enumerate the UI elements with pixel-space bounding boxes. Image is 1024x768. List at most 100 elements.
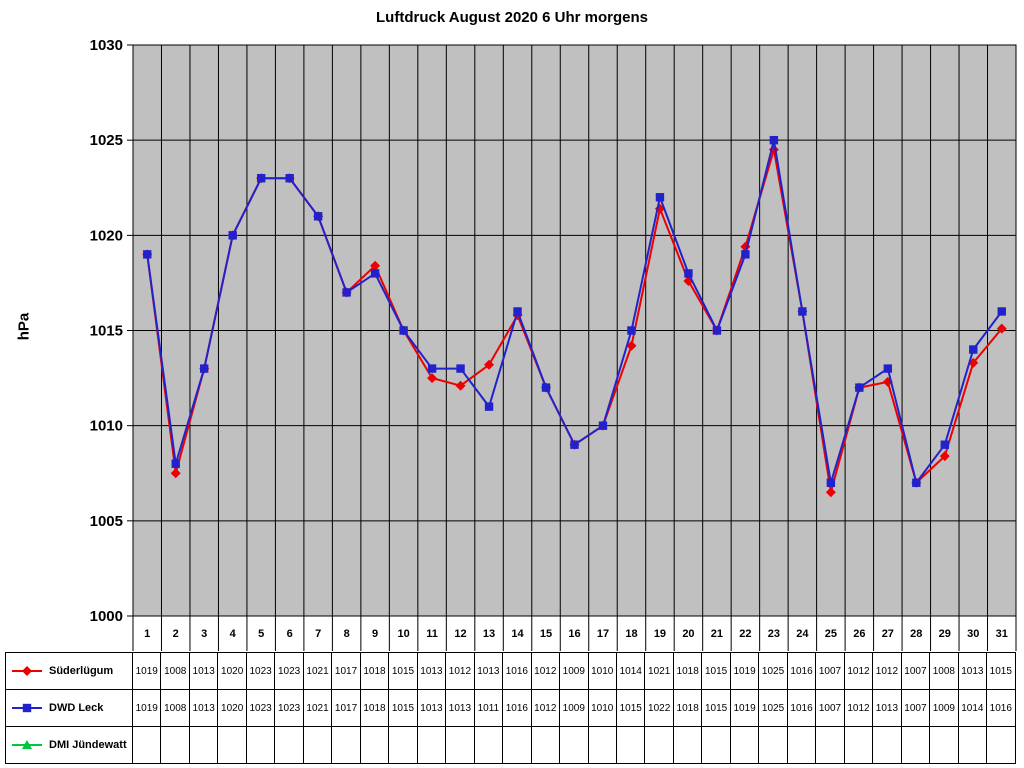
table-cell: 1016 — [502, 652, 532, 690]
table-cell — [245, 726, 276, 764]
x-tick-label: 13 — [483, 628, 495, 640]
x-tick-label: 7 — [315, 628, 321, 640]
y-tick-label: 1000 — [90, 608, 123, 625]
x-tick-label: 21 — [711, 628, 723, 640]
legend-cell: DWD Leck — [5, 689, 133, 727]
table-cell — [502, 726, 532, 764]
table-cell — [957, 726, 988, 764]
table-cell — [473, 726, 504, 764]
table-cell: 1020 — [217, 689, 247, 727]
square-marker-icon — [370, 269, 380, 278]
square-marker-icon — [399, 326, 408, 335]
x-tick-label: 3 — [201, 628, 207, 640]
x-tick-label: 8 — [344, 628, 350, 640]
square-marker-icon — [969, 345, 978, 354]
series-name: DWD Leck — [49, 702, 104, 714]
table-cell — [786, 726, 817, 764]
table-cell — [644, 726, 674, 764]
x-tick-label: 17 — [597, 628, 609, 640]
table-cell — [274, 726, 304, 764]
table-cell: 1013 — [188, 689, 219, 727]
x-tick-label: 14 — [511, 628, 524, 640]
square-marker-icon — [313, 212, 323, 221]
y-tick-label: 1015 — [90, 323, 123, 340]
table-cell: 1009 — [559, 689, 589, 727]
series-name: Süderlügum — [49, 665, 114, 677]
diamond-legend-key-icon — [12, 666, 42, 676]
plot-border — [132, 44, 1017, 617]
x-tick-label: 4 — [230, 628, 237, 640]
square-marker-icon — [655, 193, 665, 202]
table-cell: 1018 — [672, 652, 703, 690]
table-cell: 1019 — [729, 652, 760, 690]
table-cell: 1013 — [473, 652, 504, 690]
table-cell: 1008 — [160, 652, 190, 690]
table-row: DMI Jündewatt — [5, 726, 1016, 764]
table-cell: 1012 — [530, 689, 561, 727]
table-cell: 1012 — [843, 652, 874, 690]
table-cell: 1009 — [929, 689, 959, 727]
table-cell: 1017 — [331, 689, 361, 727]
square-marker-icon — [855, 383, 864, 392]
table-cell — [302, 726, 333, 764]
x-tick-label: 16 — [568, 628, 580, 640]
diamond-marker-icon — [427, 373, 438, 384]
table-cell — [388, 726, 418, 764]
square-marker-icon — [285, 174, 294, 183]
square-marker-icon — [684, 269, 693, 278]
x-tick-label: 24 — [796, 628, 809, 640]
square-marker-icon — [513, 307, 522, 316]
triangle-marker-icon — [22, 740, 32, 749]
square-marker-icon — [627, 326, 636, 335]
table-cell: 1009 — [559, 652, 589, 690]
table-cell: 1016 — [786, 652, 817, 690]
table-cell — [188, 726, 219, 764]
x-tick-label: 15 — [540, 628, 552, 640]
table-cell: 1013 — [416, 652, 447, 690]
x-tick-label: 20 — [682, 628, 694, 640]
table-cell: 1023 — [245, 689, 276, 727]
table-cell: 1013 — [445, 689, 475, 727]
table-cell: 1018 — [359, 652, 390, 690]
table-cell: 1007 — [815, 652, 845, 690]
square-marker-icon — [570, 440, 579, 449]
table-cell: 1018 — [359, 689, 390, 727]
square-marker-icon — [940, 440, 949, 449]
table-cell: 1015 — [701, 652, 731, 690]
table-cell: 1019 — [131, 652, 162, 690]
square-marker-icon — [741, 250, 750, 259]
x-tick-label: 1 — [144, 628, 150, 640]
table-cell: 1023 — [274, 652, 304, 690]
x-tick-label: 9 — [372, 628, 378, 640]
table-cell — [131, 726, 162, 764]
square-marker-icon — [256, 174, 266, 183]
diamond-marker-icon — [996, 323, 1007, 334]
x-tick-label: 5 — [258, 628, 264, 640]
table-cell: 1019 — [729, 689, 760, 727]
table-cell — [815, 726, 845, 764]
table-cell — [843, 726, 874, 764]
x-tick-label: 27 — [882, 628, 894, 640]
table-cell: 1013 — [188, 652, 219, 690]
x-tick-label: 26 — [853, 628, 865, 640]
x-tick-label: 30 — [967, 628, 979, 640]
table-cell — [160, 726, 190, 764]
x-tick-label: 28 — [910, 628, 922, 640]
square-marker-icon — [798, 307, 807, 316]
table-cell: 1022 — [644, 689, 674, 727]
table-row: Süderlügum 1019 1008 1013 1020 1023 1023 1021 10… — [5, 652, 1016, 690]
square-marker-icon — [171, 459, 180, 468]
x-tick-label: 11 — [426, 628, 438, 640]
table-cell: 1012 — [843, 689, 874, 727]
y-tick-label: 1030 — [90, 37, 123, 54]
table-cell: 1013 — [957, 652, 988, 690]
square-marker-icon — [541, 383, 551, 392]
square-marker-icon — [769, 135, 779, 145]
table-cell: 1007 — [900, 652, 931, 690]
table-cell — [758, 726, 788, 764]
table-cell: 1014 — [957, 689, 988, 727]
table-cell: 1012 — [445, 652, 475, 690]
table-cell — [416, 726, 447, 764]
table-cell: 1007 — [815, 689, 845, 727]
